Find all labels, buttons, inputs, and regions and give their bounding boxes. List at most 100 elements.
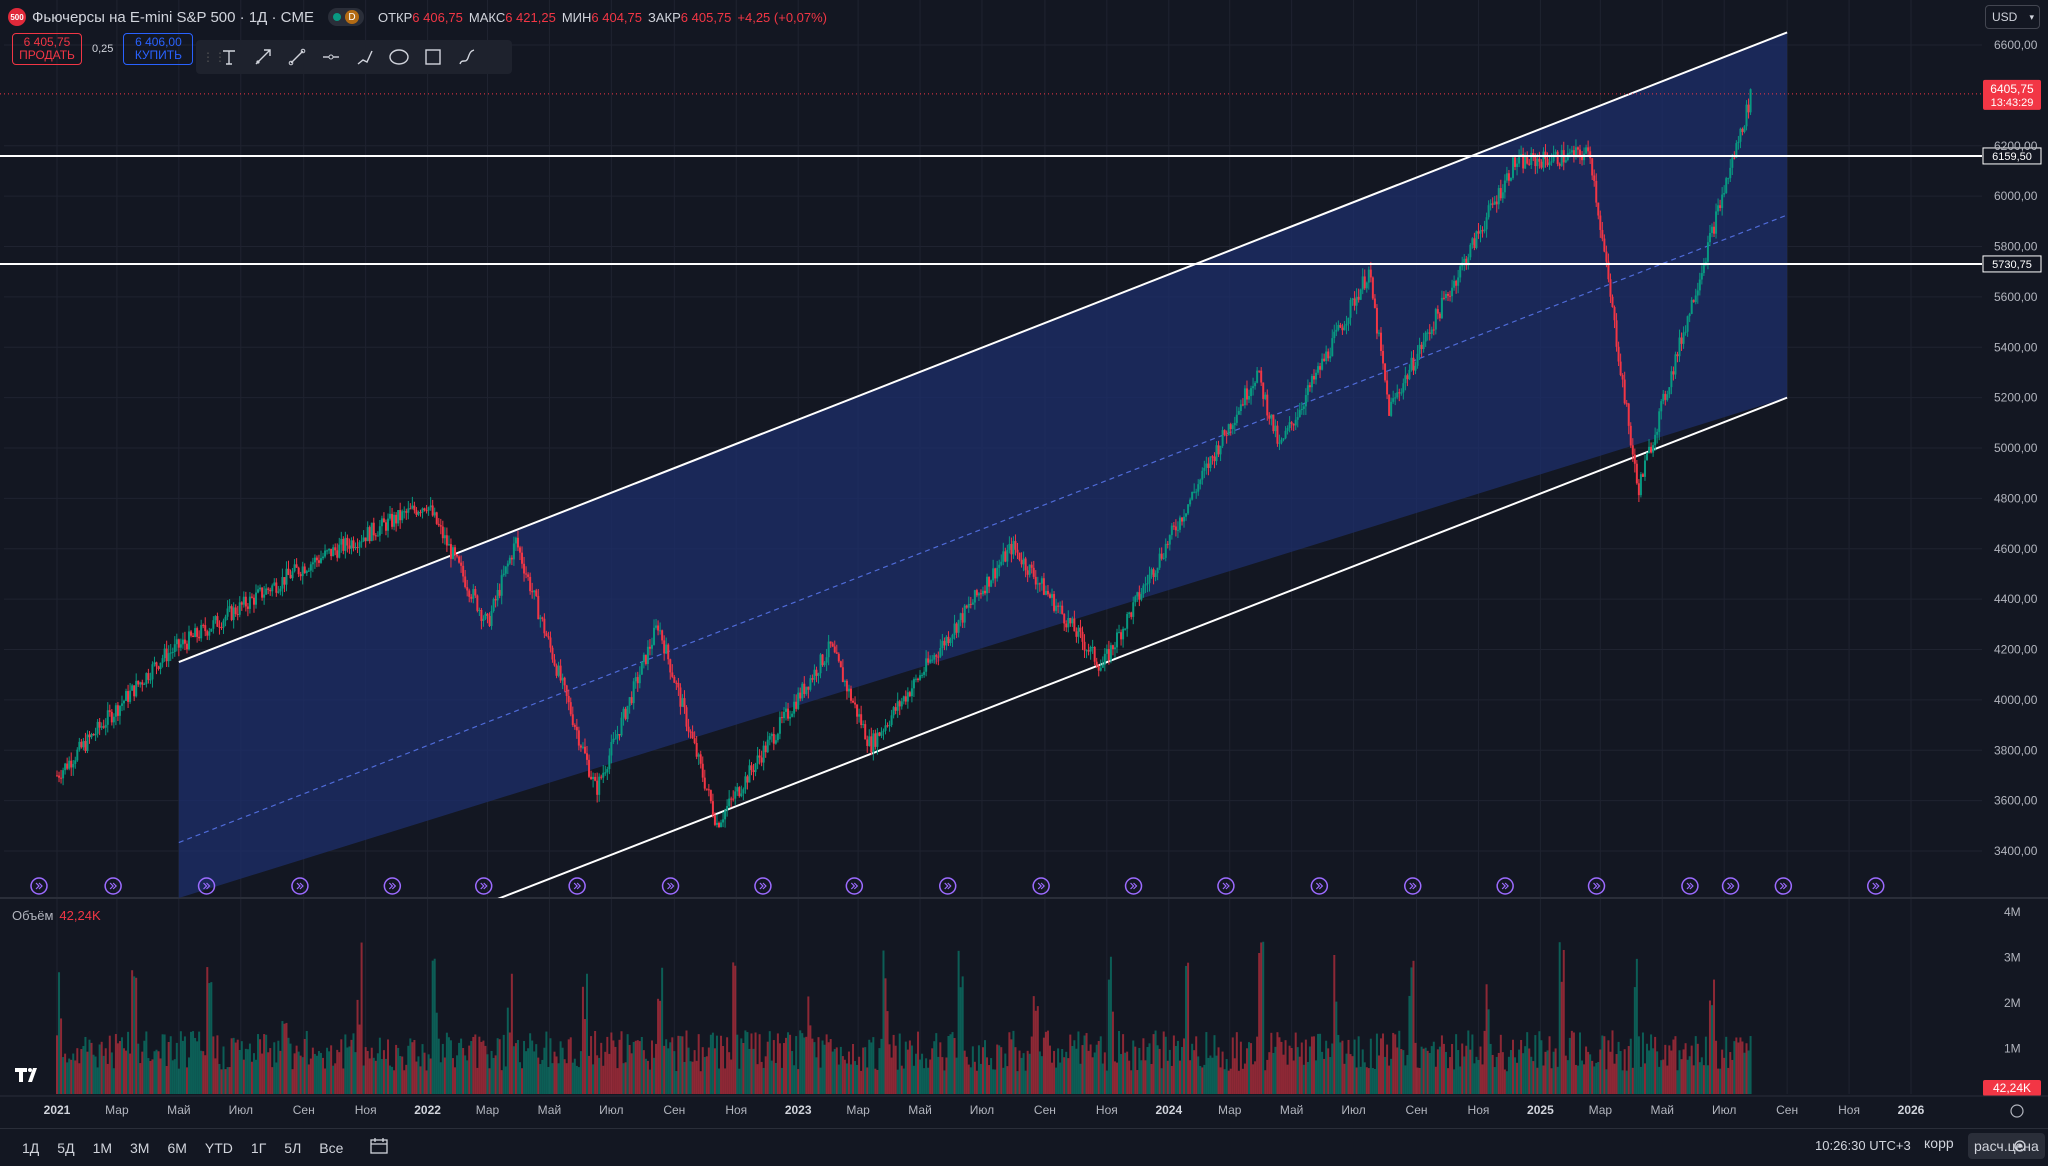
- volume-bar: [1483, 1030, 1486, 1094]
- candle-body: [1477, 231, 1480, 234]
- range-7[interactable]: 5Л: [284, 1139, 302, 1156]
- candle-body: [780, 717, 783, 719]
- event-marker-icon[interactable]: [1032, 877, 1050, 895]
- volume-bar: [159, 1058, 162, 1094]
- candle-body: [1034, 576, 1037, 585]
- horizontal-ray-icon[interactable]: [314, 42, 348, 72]
- candle-body: [945, 636, 948, 646]
- volume-legend[interactable]: Объём 42,24K: [12, 908, 101, 923]
- settlement-price-button[interactable]: расч.цена: [1968, 1133, 2045, 1159]
- path-icon[interactable]: [348, 42, 382, 72]
- event-marker-icon[interactable]: [1496, 877, 1514, 895]
- event-marker-icon[interactable]: [661, 877, 680, 895]
- range-2[interactable]: 1М: [92, 1139, 113, 1156]
- candle-body: [1264, 394, 1267, 399]
- event-marker-icon[interactable]: [30, 877, 48, 895]
- market-status[interactable]: D: [327, 8, 364, 26]
- range-3[interactable]: 3М: [130, 1139, 150, 1156]
- candle-body: [988, 576, 991, 587]
- volume-bar: [1467, 1030, 1470, 1094]
- event-marker-icon[interactable]: [1124, 877, 1143, 895]
- volume-bar: [604, 1051, 607, 1094]
- adjust-button[interactable]: корр: [1924, 1135, 1954, 1151]
- candle-body: [1717, 205, 1720, 212]
- volume-bar: [257, 1034, 260, 1094]
- volume-bar: [1676, 1070, 1679, 1094]
- event-marker-icon[interactable]: [938, 877, 957, 895]
- range-4[interactable]: 6М: [167, 1139, 187, 1156]
- candle-body: [476, 595, 479, 611]
- volume-bar: [1103, 1052, 1106, 1094]
- candle-body: [496, 589, 499, 601]
- event-marker-icon[interactable]: [1721, 877, 1740, 895]
- volume-bar: [963, 1050, 966, 1094]
- event-marker-icon[interactable]: [104, 877, 122, 895]
- volume-bar: [711, 1032, 714, 1094]
- ellipse-icon[interactable]: [382, 42, 416, 72]
- event-marker-icon[interactable]: [383, 877, 402, 895]
- candle-body: [283, 577, 286, 585]
- range-0[interactable]: 1Д: [22, 1139, 40, 1156]
- volume-bar: [116, 1043, 119, 1094]
- event-marker-icon[interactable]: [568, 877, 586, 895]
- range-buttons: 1Д 5Д 1М 3М 6М YTD 1Г 5Л Все: [10, 1140, 349, 1156]
- volume-bar: [1426, 1050, 1429, 1094]
- event-marker-icon[interactable]: [754, 877, 772, 895]
- event-marker-icon[interactable]: [474, 877, 493, 895]
- volume-bar: [1323, 1058, 1326, 1094]
- volume-bar: [1128, 1060, 1131, 1094]
- candle-body: [90, 734, 93, 738]
- volume-bar: [108, 1035, 111, 1094]
- candle-body: [813, 669, 816, 680]
- buy-button[interactable]: 6 406,00 КУПИТЬ: [123, 33, 194, 65]
- candle-body: [155, 662, 158, 667]
- event-marker-icon[interactable]: [197, 877, 216, 895]
- volume-bar: [1079, 1063, 1082, 1094]
- candle-body: [699, 754, 702, 764]
- candle-body: [1162, 557, 1165, 559]
- settings-icon[interactable]: [2012, 1138, 2028, 1157]
- volume-bar: [1057, 1048, 1060, 1094]
- text-icon[interactable]: [212, 42, 246, 72]
- sell-button[interactable]: 6 405,75 ПРОДАТЬ: [12, 33, 82, 65]
- event-marker-icon[interactable]: [1310, 877, 1329, 895]
- chart-canvas[interactable]: 6159,505730,756600,006200,006000,005800,…: [0, 0, 2048, 1128]
- volume-bar: [141, 1051, 144, 1094]
- candle-body: [1426, 332, 1429, 334]
- trend-line-icon[interactable]: [280, 42, 314, 72]
- candle-body: [1046, 590, 1049, 595]
- event-marker-icon[interactable]: [1774, 877, 1793, 895]
- candle-body: [941, 640, 944, 649]
- grip-icon[interactable]: ⋮⋮: [202, 50, 226, 64]
- symbol-title[interactable]: Фьючерсы на E-mini S&P 500 · 1Д · CME: [32, 8, 314, 26]
- event-marker-icon[interactable]: [1403, 877, 1422, 895]
- event-marker-icon[interactable]: [1866, 877, 1885, 895]
- candle-body: [1459, 266, 1462, 278]
- event-marker-icon[interactable]: [1217, 877, 1235, 895]
- volume-bar: [1310, 1036, 1313, 1094]
- volume-bar: [482, 1040, 485, 1094]
- volume-bar: [106, 1063, 109, 1094]
- range-1[interactable]: 5Д: [57, 1139, 75, 1156]
- volume-bar: [232, 1037, 235, 1094]
- range-6[interactable]: 1Г: [250, 1139, 267, 1156]
- rectangle-icon[interactable]: [416, 42, 450, 72]
- calendar-icon[interactable]: [369, 1137, 389, 1158]
- event-marker-icon[interactable]: [1681, 877, 1699, 895]
- arrow-icon[interactable]: [246, 42, 280, 72]
- brush-icon[interactable]: [450, 42, 484, 72]
- clock[interactable]: 10:26:30 UTC+3: [1815, 1138, 1911, 1153]
- candle-body: [1172, 525, 1175, 527]
- event-marker-icon[interactable]: [291, 877, 309, 895]
- volume-bar: [1059, 1062, 1062, 1094]
- volume-bar: [454, 1067, 457, 1094]
- currency-select[interactable]: USD ▾: [1985, 5, 2040, 29]
- volume-bar: [884, 978, 887, 1094]
- event-marker-icon[interactable]: [1587, 877, 1606, 895]
- time-tick: Май: [1650, 1103, 1674, 1117]
- volume-bar: [577, 1067, 580, 1094]
- event-marker-icon[interactable]: [845, 877, 864, 895]
- volume-bar: [382, 1050, 385, 1094]
- range-8[interactable]: Все: [319, 1139, 344, 1156]
- range-5[interactable]: YTD: [204, 1139, 233, 1156]
